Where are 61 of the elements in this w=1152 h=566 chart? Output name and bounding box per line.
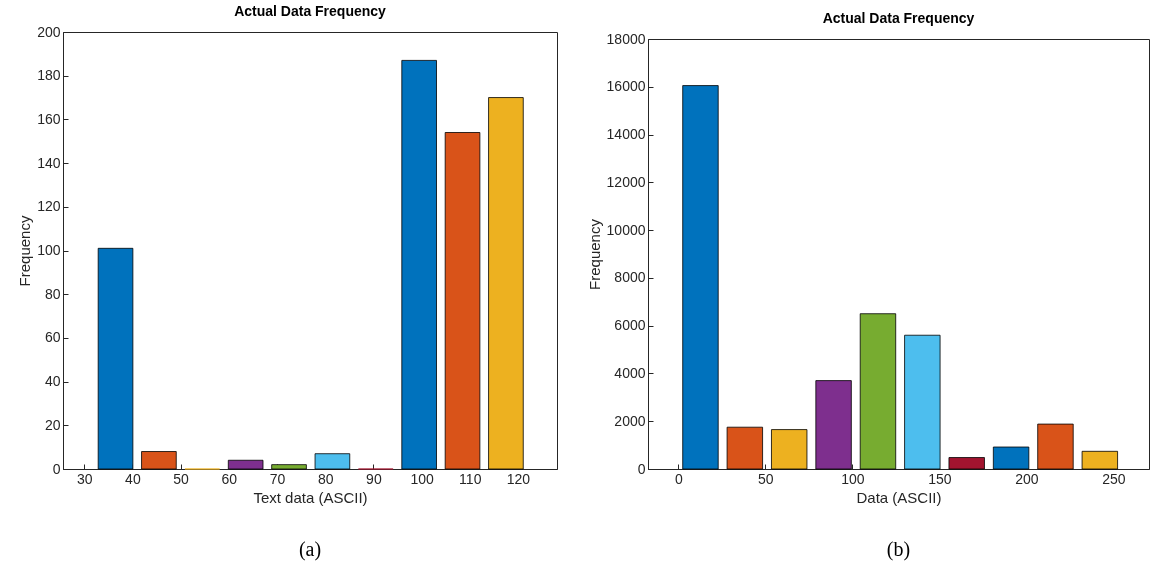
x-tick-label: 60: [221, 470, 238, 487]
y-tick-label: 140: [37, 154, 61, 171]
bar: [682, 85, 719, 470]
bar: [97, 247, 134, 470]
bar: [1081, 450, 1118, 470]
bar: [227, 459, 264, 470]
bar: [771, 429, 808, 470]
x-tick-label: 30: [76, 470, 93, 487]
x-tick-label: 150: [928, 470, 952, 487]
y-tick-label: 4000: [614, 364, 646, 381]
y-axis-title: Frequency: [16, 215, 34, 287]
y-tick-label: 16000: [606, 78, 646, 95]
y-tick-label: 100: [37, 242, 61, 258]
y-tick-label: 120: [37, 198, 61, 215]
y-tick-label: 6000: [614, 317, 646, 334]
x-tick-label: 90: [366, 470, 382, 487]
y-tick-label: 14000: [606, 126, 646, 143]
bar: [141, 451, 177, 470]
y-tick-label: 18000: [606, 30, 646, 47]
x-tick-label: 200: [1015, 470, 1039, 487]
y-tick-label: 200: [37, 23, 61, 40]
y-tick-label: 2000: [614, 412, 646, 429]
bar: [859, 313, 897, 470]
y-tick-label: 20: [44, 416, 61, 433]
x-tick-label: 50: [758, 470, 774, 487]
x-tick-label: 120: [506, 470, 531, 487]
chart-title: Actual Data Frequency: [234, 3, 387, 19]
x-axis-title: Text data (ASCII): [253, 488, 368, 506]
y-tick-label: 160: [37, 110, 61, 127]
bar: [904, 334, 941, 470]
y-tick-label: 12000: [606, 173, 646, 190]
text: (b): [886, 538, 911, 561]
chart-title: Actual Data Frequency: [822, 10, 975, 26]
x-tick-label: 100: [410, 470, 434, 487]
y-tick-label: 60: [44, 329, 61, 346]
y-tick-label: 180: [37, 67, 61, 84]
x-axis-title: Data (ASCII): [856, 488, 942, 506]
text: (a): [298, 538, 322, 561]
y-tick-label: 10000: [606, 221, 646, 238]
x-tick-label: 70: [269, 470, 286, 487]
y-axis-title: Frequency: [585, 218, 603, 290]
bar: [815, 380, 852, 470]
bar: [948, 457, 985, 470]
x-tick-label: 0: [674, 470, 683, 487]
bar: [444, 132, 481, 470]
bar: [488, 97, 524, 470]
x-tick-label: 110: [459, 470, 482, 487]
bar: [401, 60, 437, 470]
y-tick-label: 40: [44, 373, 61, 390]
x-tick-label: 50: [173, 470, 190, 487]
bar: [1037, 423, 1074, 470]
bar: [271, 464, 307, 470]
y-tick-label: 80: [44, 285, 61, 302]
bar: [992, 446, 1030, 470]
x-tick-label: 80: [317, 470, 334, 487]
bar: [726, 426, 763, 470]
x-tick-label: 40: [125, 470, 141, 487]
bar: [314, 453, 351, 470]
x-tick-label: 250: [1102, 470, 1126, 487]
y-tick-label: 8000: [614, 269, 646, 286]
x-tick-label: 100: [841, 470, 865, 487]
